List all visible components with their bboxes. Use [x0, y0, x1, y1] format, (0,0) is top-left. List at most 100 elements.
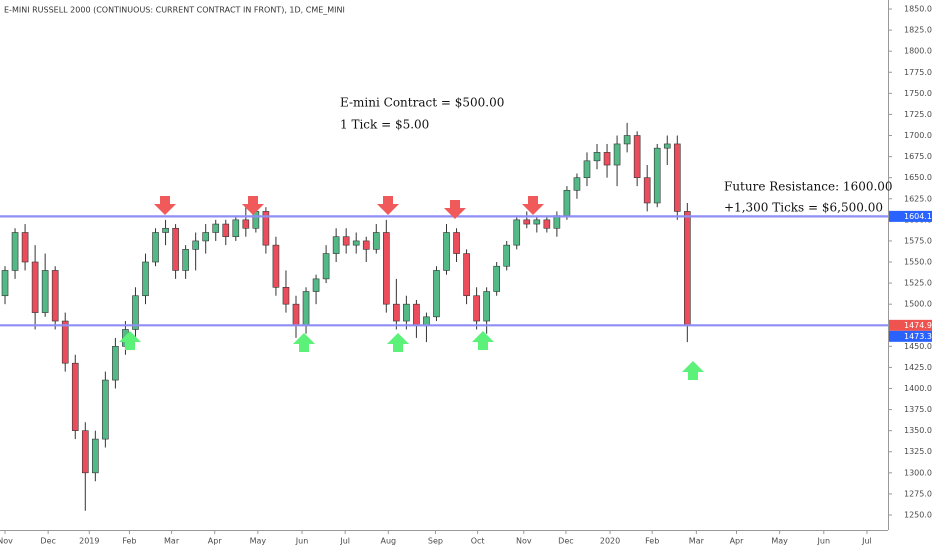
annotation: Future Resistance: 1600.00: [724, 180, 893, 194]
candle-body: [543, 219, 551, 229]
candle-body: [292, 303, 300, 326]
down-arrow: [377, 196, 399, 215]
x-tick-label: Feb: [122, 537, 136, 546]
candle-body: [272, 244, 280, 288]
x-tick-label: Jun: [817, 537, 831, 546]
candle-body: [493, 265, 500, 292]
y-tick-label: 1425.0: [904, 363, 932, 372]
candle-body: [342, 236, 350, 246]
candle-body: [393, 303, 400, 322]
y-tick-label: 1450.0: [904, 342, 932, 351]
y-tick-label: 1400.0: [904, 384, 932, 393]
candle-body: [433, 270, 440, 318]
candle-body: [182, 249, 189, 271]
up-arrow: [293, 333, 315, 352]
up-arrow: [387, 333, 409, 352]
x-tick-label: Nov: [516, 537, 532, 546]
y-tick-label: 1775.0: [904, 68, 932, 77]
up-arrow: [682, 361, 704, 380]
candle-body: [573, 177, 581, 191]
price-label-box: [889, 210, 932, 222]
candle-body: [112, 346, 119, 381]
candle-body: [61, 320, 69, 364]
candle-body: [202, 232, 210, 242]
candle-body: [663, 143, 671, 149]
candle-body: [372, 232, 380, 250]
y-tick-label: 1250.0: [904, 510, 932, 519]
candle-body: [132, 295, 139, 330]
candle-body: [92, 438, 99, 474]
candle-body: [403, 303, 410, 322]
x-tick-label: Mar: [689, 537, 705, 546]
candle-body: [362, 240, 370, 250]
y-tick-label: 1550.0: [904, 258, 932, 267]
price-label: 1474.9: [904, 321, 932, 330]
x-tick-label: 2019: [79, 537, 99, 546]
x-tick-label: Jun: [295, 537, 309, 546]
candle-body: [443, 232, 450, 271]
candle-body: [523, 219, 531, 225]
candle-body: [212, 223, 220, 233]
candle-body: [302, 291, 310, 326]
x-tick-label: Mar: [164, 537, 180, 546]
y-tick-label: 1825.0: [904, 26, 932, 35]
x-tick-label: May: [771, 537, 788, 546]
candle-body: [242, 219, 250, 229]
candle-body: [593, 152, 601, 162]
candle-body: [352, 240, 360, 246]
candle-body: [152, 232, 159, 263]
candle-body: [222, 223, 230, 238]
x-tick-label: Nov: [0, 537, 13, 546]
candle-body: [563, 190, 571, 216]
x-tick-label: Dec: [558, 537, 573, 546]
candle-body: [453, 232, 460, 254]
up-arrow: [472, 331, 494, 350]
x-tick-label: Apr: [730, 537, 745, 546]
x-tick-label: Dec: [40, 537, 55, 546]
candle-body: [503, 244, 511, 267]
x-tick-label: Aug: [380, 537, 396, 546]
candle-body: [684, 211, 691, 326]
candle-body: [613, 143, 621, 166]
candle-body: [71, 362, 79, 431]
y-tick-label: 1750.0: [904, 89, 932, 98]
candle-body: [673, 143, 681, 212]
candle-body: [1, 270, 9, 297]
candle-body: [533, 219, 541, 225]
candle-body: [603, 152, 611, 166]
x-tick-label: Oct: [471, 537, 485, 546]
x-tick-label: Jul: [339, 537, 350, 546]
x-tick-label: Jul: [861, 537, 872, 546]
up-arrows: [119, 331, 704, 380]
y-tick-label: 1800.0: [904, 47, 932, 56]
candle-body: [142, 261, 149, 297]
candle-body: [41, 270, 49, 313]
candle-body: [312, 278, 320, 292]
chart-title: E-MINI RUSSELL 2000 (CONTINUOUS: CURRENT…: [4, 6, 345, 15]
y-tick-label: 1575.0: [904, 236, 932, 245]
candle-body: [172, 227, 179, 271]
candle-body: [192, 240, 199, 250]
candle-body: [382, 232, 390, 305]
down-arrows: [154, 196, 544, 219]
candle-body: [51, 270, 59, 322]
down-arrow: [242, 196, 264, 215]
candle-body: [513, 219, 521, 246]
candle-body: [623, 135, 631, 145]
candle-body: [583, 160, 591, 178]
x-tick-label: Feb: [645, 537, 659, 546]
candle-body: [653, 147, 661, 204]
y-tick-label: 1275.0: [904, 489, 932, 498]
down-arrow: [444, 200, 466, 219]
down-arrow: [522, 196, 544, 215]
price-label: 1473.3: [904, 332, 932, 341]
y-tick-label: 1650.0: [904, 173, 932, 182]
candle-body: [102, 379, 109, 440]
candle-body: [483, 291, 490, 322]
y-tick-label: 1725.0: [904, 110, 932, 119]
y-tick-label: 1625.0: [904, 194, 932, 203]
x-tick-label: May: [250, 537, 267, 546]
candle-body: [282, 287, 290, 305]
annotation: +1,300 Ticks = $6,500.00: [724, 201, 883, 215]
